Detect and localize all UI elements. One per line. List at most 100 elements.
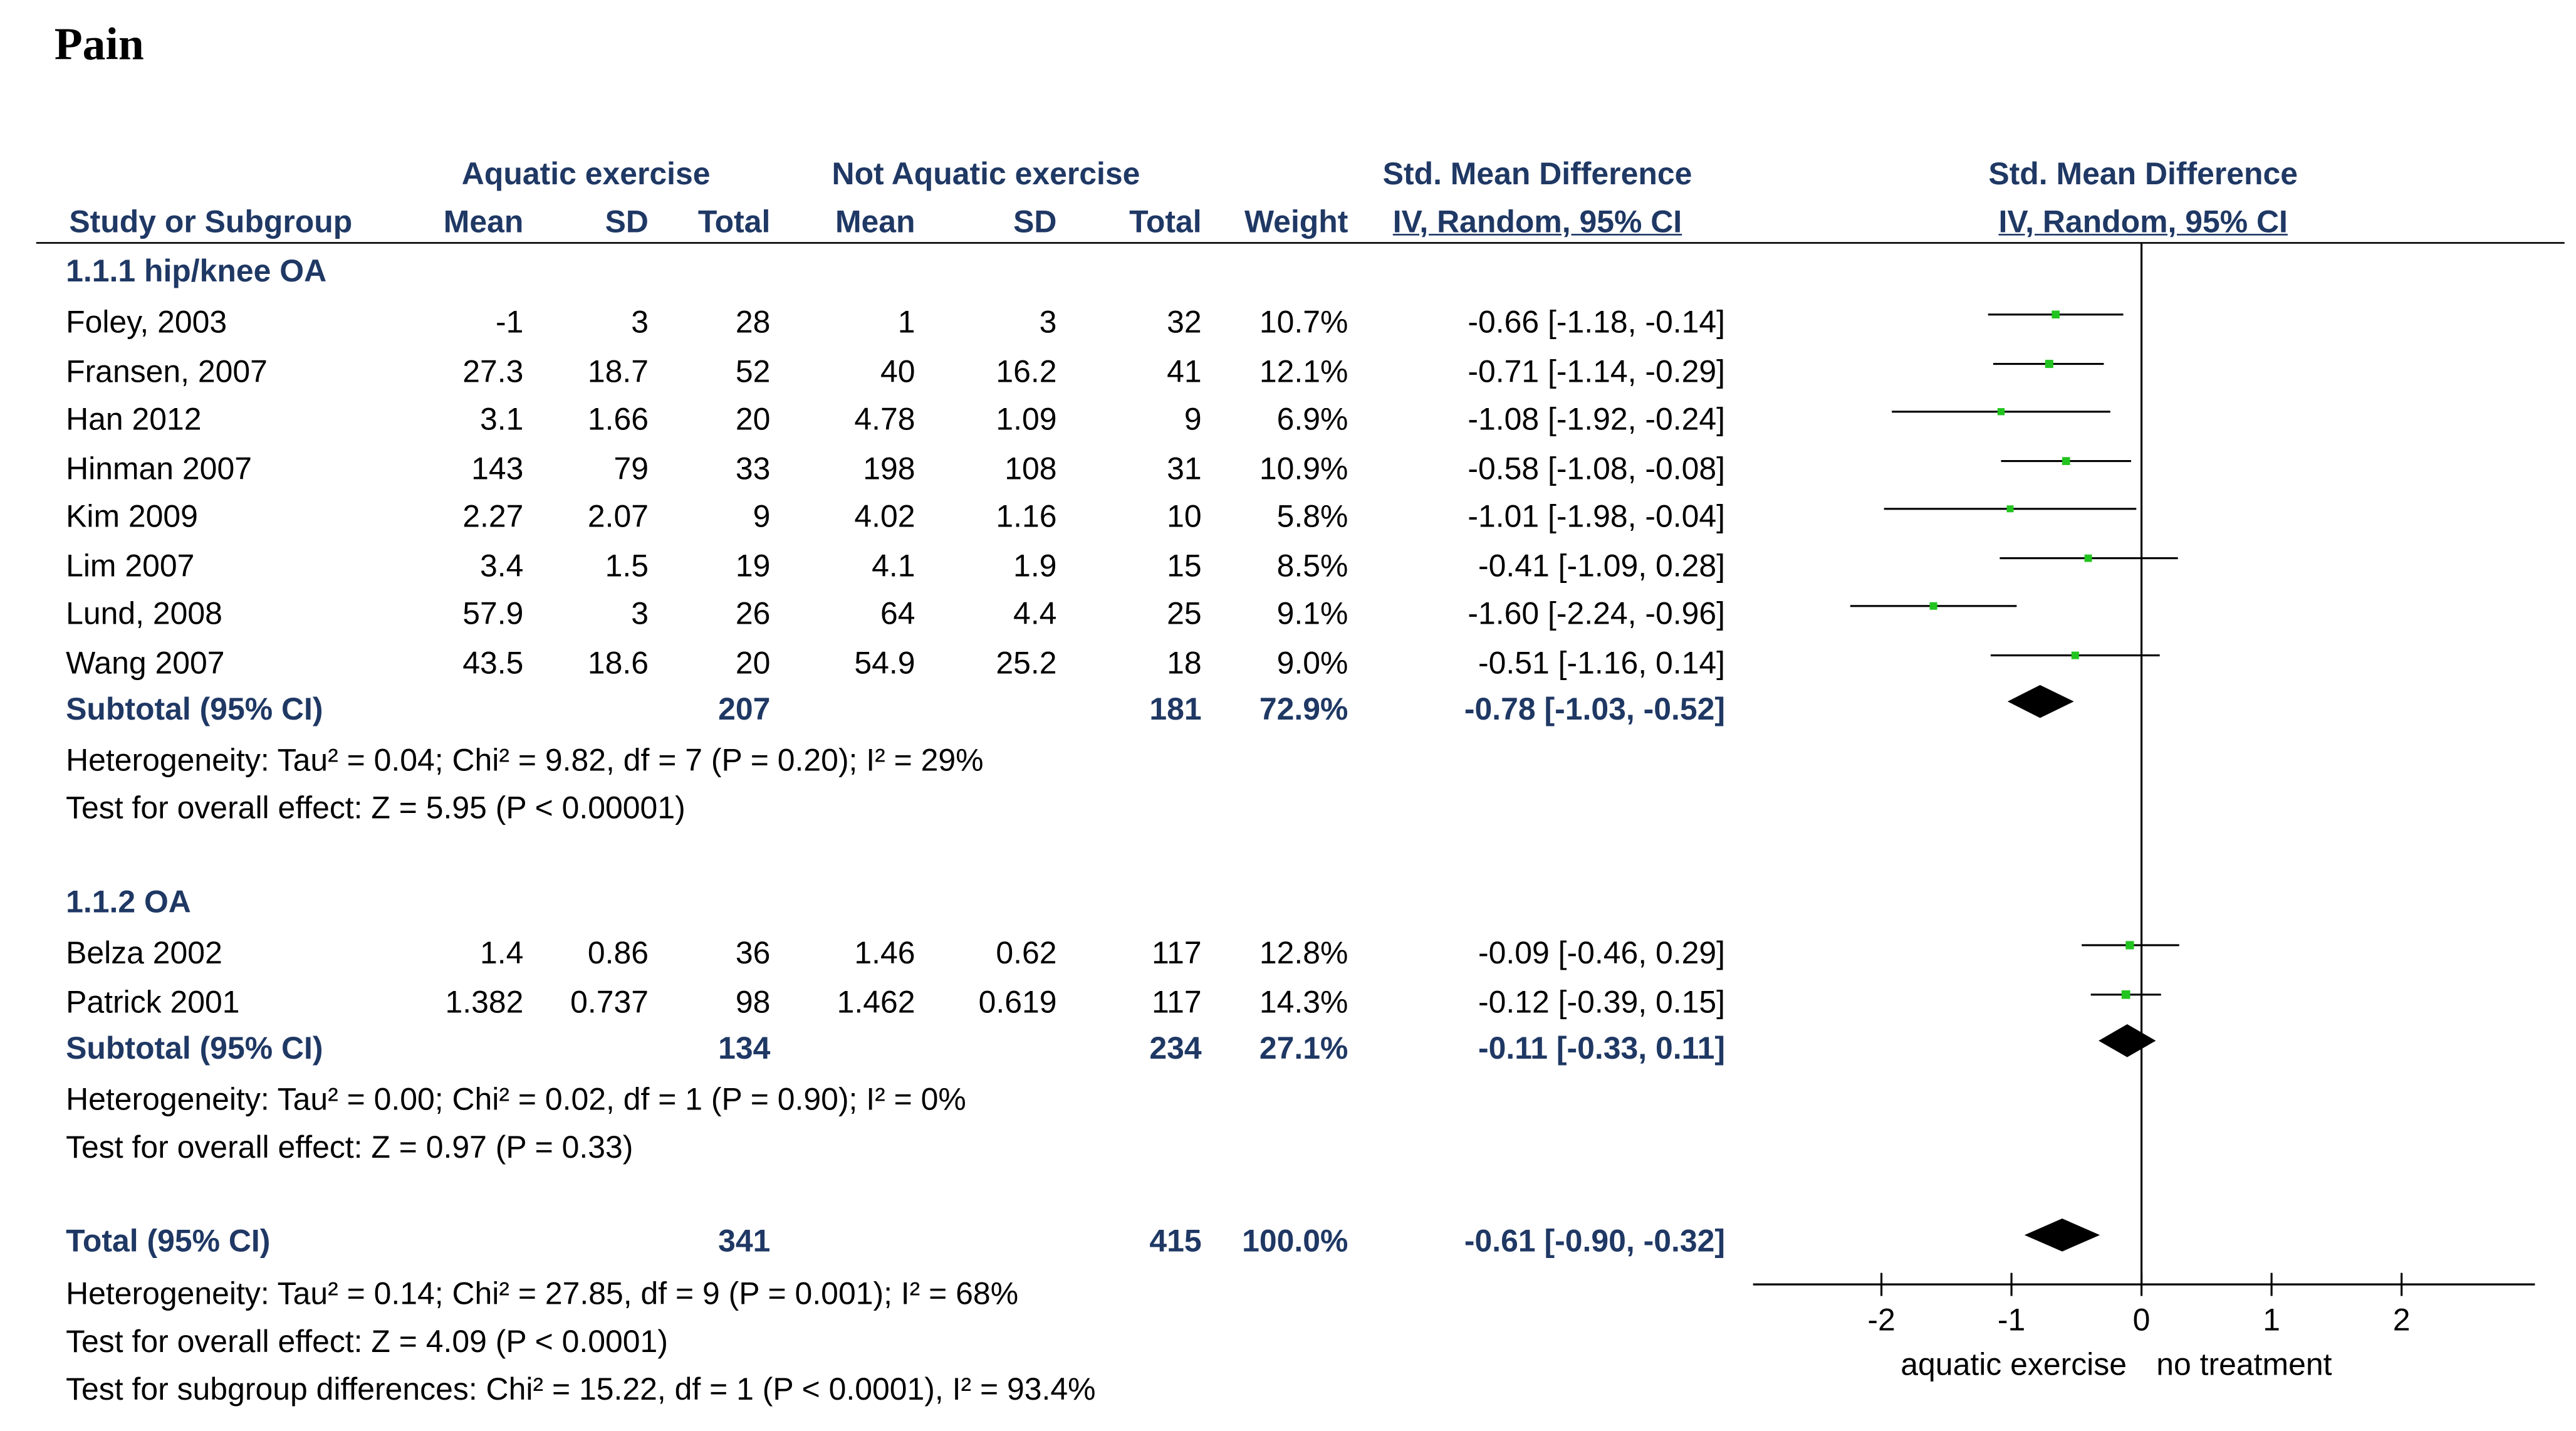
mean-c: 1.462: [837, 986, 915, 1021]
mean-c: 1: [897, 306, 915, 341]
header-mean-c: Mean: [835, 206, 915, 241]
smd-ci: -0.66 [-1.18, -0.14]: [1468, 306, 1725, 341]
mean-e: 3.4: [479, 550, 524, 585]
sd-e: 0.86: [587, 936, 649, 972]
subtotal-label: Subtotal (95% CI): [66, 1032, 323, 1067]
sd-e: 18.7: [587, 355, 649, 391]
total-c: 15: [1167, 550, 1202, 585]
study-name: Belza 2002: [66, 936, 222, 972]
weight: 12.8%: [1259, 936, 1348, 972]
study-point-marker: [2125, 941, 2134, 950]
mean-e: 43.5: [462, 647, 524, 682]
weight: 5.8%: [1276, 500, 1348, 535]
weight: 8.5%: [1276, 550, 1348, 585]
total-e: 28: [735, 306, 771, 341]
total-e: 20: [735, 647, 771, 682]
axis-tick-label: 1: [2263, 1304, 2280, 1339]
subtotal-total-c: 181: [1149, 693, 1202, 728]
mean-e: 2.27: [462, 500, 524, 535]
header-smd-plot-method: IV, Random, 95% CI: [1998, 206, 2288, 241]
mean-e: 3.1: [479, 403, 524, 438]
header-smd-plot: Std. Mean Difference: [1988, 158, 2298, 193]
header-total-c: Total: [1129, 206, 1202, 241]
axis-label-right: no treatment: [2156, 1348, 2332, 1383]
smd-ci: -0.41 [-1.09, 0.28]: [1478, 550, 1725, 585]
study-name: Patrick 2001: [66, 986, 240, 1021]
total-weight: 100.0%: [1242, 1225, 1348, 1260]
subtotal-total-e: 207: [718, 693, 771, 728]
smd-ci: -0.71 [-1.14, -0.29]: [1468, 355, 1725, 391]
subgroup-label: 1.1.2 OA: [66, 886, 191, 921]
total-heterogeneity-text: Heterogeneity: Tau² = 0.14; Chi² = 27.85…: [66, 1277, 1019, 1313]
study-point-marker: [2062, 457, 2070, 465]
summary-diamond: [2007, 684, 2074, 718]
subtotal-label: Subtotal (95% CI): [66, 693, 323, 728]
sd-c: 3: [1039, 306, 1057, 341]
total-c: 25: [1167, 597, 1202, 632]
smd-ci: -0.12 [-0.39, 0.15]: [1478, 986, 1725, 1021]
total-e: 20: [735, 403, 771, 438]
sd-c: 4.4: [1013, 597, 1057, 632]
study-point-marker: [2006, 505, 2014, 513]
heterogeneity-text: Heterogeneity: Tau² = 0.00; Chi² = 0.02,…: [66, 1083, 966, 1118]
total-total-c: 415: [1149, 1225, 1202, 1260]
total-c: 32: [1167, 306, 1202, 341]
mean-c: 64: [880, 597, 915, 632]
study-point-marker: [1997, 408, 2005, 416]
total-e: 9: [753, 500, 771, 535]
mean-c: 4.02: [854, 500, 915, 535]
smd-ci: -0.58 [-1.08, -0.08]: [1468, 453, 1725, 488]
axis-tick-label: 2: [2392, 1304, 2411, 1339]
sd-c: 0.62: [996, 936, 1057, 972]
smd-ci: -0.09 [-0.46, 0.29]: [1478, 936, 1725, 972]
header-mean-e: Mean: [443, 206, 524, 241]
study-point-marker: [2071, 651, 2079, 659]
smd-ci: -0.51 [-1.16, 0.14]: [1478, 647, 1725, 682]
sd-c: 1.09: [996, 403, 1057, 438]
weight: 12.1%: [1259, 355, 1348, 391]
summary-diamond: [2099, 1024, 2156, 1057]
weight: 10.7%: [1259, 306, 1348, 341]
total-c: 41: [1167, 355, 1202, 391]
mean-e: 1.4: [479, 936, 524, 972]
total-e: 19: [735, 550, 771, 585]
overall-effect-text: Test for overall effect: Z = 5.95 (P < 0…: [66, 792, 686, 827]
total-c: 10: [1167, 500, 1202, 535]
total-ci: -0.61 [-0.90, -0.32]: [1464, 1225, 1725, 1260]
sd-e: 3: [631, 597, 649, 632]
study-name: Lim 2007: [66, 550, 195, 585]
study-name: Wang 2007: [66, 647, 225, 682]
weight: 10.9%: [1259, 453, 1348, 488]
mean-e: 1.382: [445, 986, 524, 1021]
study-name: Han 2012: [66, 403, 202, 438]
header-group-not-aquatic: Not Aquatic exercise: [832, 158, 1140, 193]
study-name: Lund, 2008: [66, 597, 222, 632]
study-point-marker: [2121, 990, 2130, 999]
header-smd-table: Std. Mean Difference: [1382, 158, 1692, 193]
mean-c: 4.78: [854, 403, 915, 438]
sd-c: 108: [1004, 453, 1057, 488]
sd-c: 25.2: [996, 647, 1057, 682]
sd-c: 1.16: [996, 500, 1057, 535]
subtotal-weight: 72.9%: [1259, 693, 1348, 728]
mean-c: 40: [880, 355, 915, 391]
total-e: 26: [735, 597, 771, 632]
axis-tick-label: 0: [2132, 1304, 2151, 1339]
total-overall-effect-text: Test for overall effect: Z = 4.09 (P < 0…: [66, 1325, 668, 1360]
total-e: 52: [735, 355, 771, 391]
smd-ci: -1.08 [-1.92, -0.24]: [1468, 403, 1725, 438]
overall-effect-text: Test for overall effect: Z = 0.97 (P = 0…: [66, 1131, 634, 1166]
header-total-e: Total: [697, 206, 771, 241]
total-c: 31: [1167, 453, 1202, 488]
total-e: 36: [735, 936, 771, 972]
study-name: Foley, 2003: [66, 306, 227, 341]
study-point-marker: [1929, 602, 1937, 610]
study-name: Fransen, 2007: [66, 355, 268, 391]
header-weight: Weight: [1244, 206, 1348, 241]
total-c: 9: [1184, 403, 1202, 438]
total-c: 117: [1152, 986, 1202, 1021]
study-point-marker: [2052, 310, 2060, 319]
figure-title: Pain: [54, 19, 144, 71]
